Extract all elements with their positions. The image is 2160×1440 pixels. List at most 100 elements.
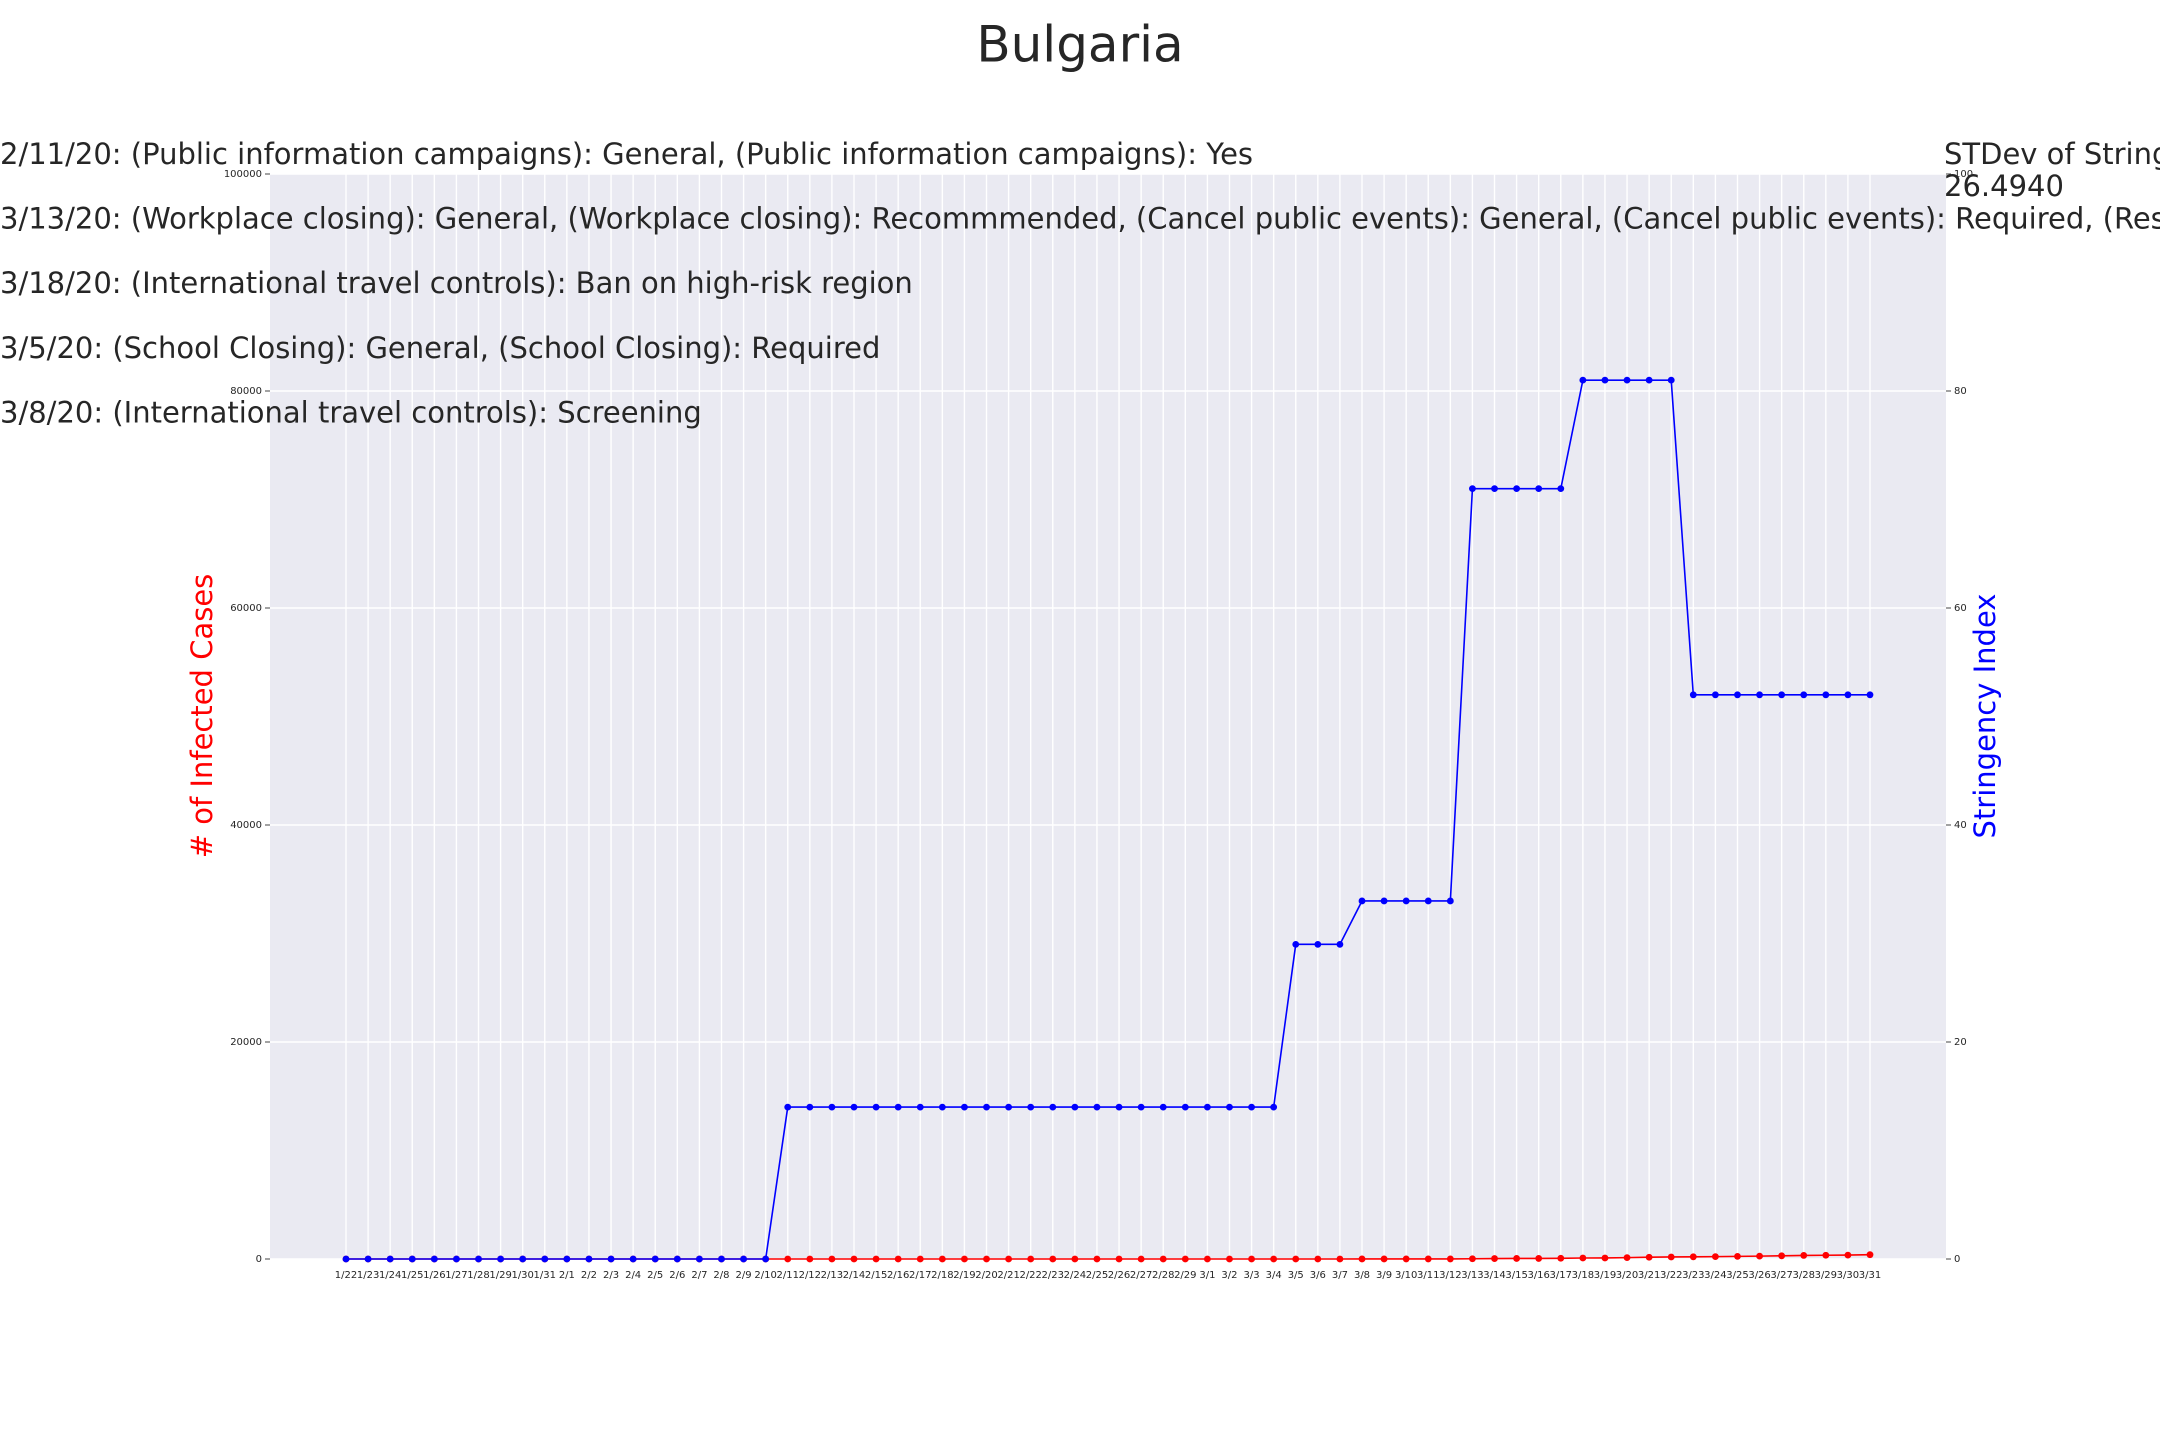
series-line (346, 379, 1870, 1260)
x-tick-label: 3/22 (1660, 1270, 1682, 1281)
data-point (762, 1255, 770, 1263)
x-tick-label: 2/15 (865, 1270, 887, 1281)
x-tick-label: 1/22 (335, 1270, 357, 1281)
data-point (938, 1103, 946, 1111)
data-point (1711, 1253, 1719, 1261)
annotation: 3/5/20: (School Closing): General, (Scho… (0, 331, 880, 365)
x-tick-label: 3/1 (1199, 1270, 1215, 1281)
x-tick-label: 3/17 (1550, 1270, 1572, 1281)
x-tick-label: 1/27 (445, 1270, 467, 1281)
x-tick-label: 1/23 (357, 1270, 379, 1281)
x-tick-label: 1/26 (423, 1270, 445, 1281)
x-tick-label: 2/21 (997, 1270, 1019, 1281)
x-tick-label: 2/1 (559, 1270, 575, 1281)
data-point (983, 1103, 990, 1111)
data-point (1424, 897, 1432, 905)
data-point (1380, 1255, 1388, 1263)
x-tick-label: 3/23 (1682, 1270, 1704, 1281)
x-tick-label: 3/18 (1572, 1270, 1594, 1281)
data-point (1513, 1255, 1521, 1262)
annotation: 3/18/20: (International travel controls)… (0, 266, 913, 300)
x-tick-label: 2/2 (581, 1270, 597, 1281)
x-tick-label: 2/10 (754, 1270, 776, 1281)
data-point (1469, 485, 1476, 493)
x-tick-label: 3/14 (1483, 1270, 1505, 1281)
data-point (784, 1103, 792, 1111)
x-tick-label: 3/24 (1704, 1270, 1726, 1281)
x-tick-label: 3/4 (1266, 1270, 1282, 1281)
y2-tick-label: 20 (1954, 1037, 1967, 1048)
data-point (1535, 1255, 1543, 1262)
x-tick-label: 3/7 (1332, 1270, 1348, 1281)
data-point (806, 1103, 814, 1111)
data-point (1181, 1103, 1189, 1111)
data-point (1645, 1253, 1653, 1261)
data-point (1734, 1252, 1741, 1260)
data-point (1005, 1103, 1013, 1111)
x-tick-label: 2/16 (887, 1270, 909, 1281)
y2-tick-label: 40 (1954, 820, 1967, 831)
data-point (1844, 691, 1852, 699)
data-point (1336, 940, 1344, 948)
data-point (1446, 1255, 1454, 1263)
data-point (1822, 1251, 1830, 1259)
data-point (784, 1255, 792, 1263)
data-point (1093, 1255, 1101, 1263)
x-tick-label: 2/13 (821, 1270, 843, 1281)
data-point (916, 1103, 924, 1111)
data-point (1667, 376, 1675, 384)
data-point (1866, 691, 1874, 699)
x-tick-label: 2/11 (777, 1270, 799, 1281)
x-tick-label: 2/20 (975, 1270, 997, 1281)
y-axis-label: # of Infected Cases (185, 574, 219, 859)
x-tick-label: 2/6 (669, 1270, 685, 1281)
data-point (563, 1255, 571, 1263)
data-point (1203, 1103, 1211, 1111)
x-tick-label: 3/21 (1638, 1270, 1660, 1281)
data-point (585, 1255, 593, 1263)
data-point (1513, 485, 1521, 493)
annotation: 2/11/20: (Public information campaigns):… (0, 137, 1253, 171)
data-point (1005, 1255, 1013, 1263)
data-point (806, 1255, 814, 1263)
x-tick-label: 2/29 (1174, 1270, 1196, 1281)
annotation: 3/8/20: (International travel controls):… (0, 395, 702, 429)
data-point (1137, 1103, 1145, 1111)
data-point (1203, 1255, 1211, 1263)
data-point (1601, 376, 1609, 384)
x-tick-label: 1/24 (379, 1270, 401, 1281)
x-tick-label: 3/16 (1527, 1270, 1549, 1281)
data-point (1469, 1255, 1476, 1263)
data-point (850, 1103, 858, 1111)
data-point (1226, 1103, 1233, 1111)
x-tick-label: 3/2 (1221, 1270, 1237, 1281)
x-tick-label: 2/28 (1152, 1270, 1174, 1281)
data-point (497, 1255, 505, 1263)
y-tick-label: 100000 (224, 169, 262, 180)
data-point (961, 1255, 968, 1263)
data-point (1778, 1252, 1786, 1260)
data-point (1535, 485, 1543, 493)
data-point (1402, 1255, 1410, 1263)
data-point (1137, 1255, 1145, 1263)
data-point (872, 1255, 880, 1263)
x-tick-label: 3/8 (1354, 1270, 1370, 1281)
x-tick-label: 2/9 (736, 1270, 752, 1281)
data-point (894, 1255, 902, 1263)
data-point (1248, 1255, 1255, 1263)
data-point (342, 1255, 350, 1263)
data-point (1115, 1103, 1123, 1111)
data-point (718, 1255, 725, 1263)
data-point (1292, 1255, 1300, 1263)
data-point (961, 1103, 968, 1111)
x-tick-label: 2/7 (691, 1270, 707, 1281)
data-point (1491, 485, 1498, 493)
data-point (541, 1255, 549, 1263)
data-point (1071, 1103, 1079, 1111)
data-point (1270, 1103, 1278, 1111)
x-tick-label: 3/15 (1505, 1270, 1527, 1281)
x-tick-label: 3/13 (1461, 1270, 1483, 1281)
y2-tick-label: 80 (1954, 386, 1967, 397)
x-tick-label: 3/9 (1376, 1270, 1392, 1281)
